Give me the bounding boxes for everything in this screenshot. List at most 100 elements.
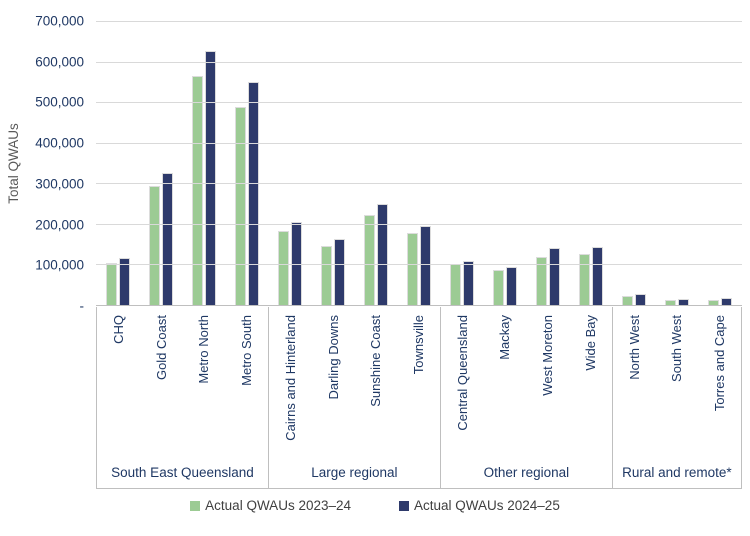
category-column	[182, 21, 225, 305]
bar-series-2	[635, 293, 647, 305]
category-label: Mackay	[497, 315, 513, 360]
category-label-cell: Metro North	[182, 307, 225, 456]
group-label: Other regional	[483, 464, 570, 480]
bar-series-1	[148, 185, 160, 305]
gridline	[96, 183, 742, 185]
category-label-cell: Mackay	[484, 307, 527, 456]
category-label-cell: Metro South	[225, 307, 268, 456]
group-label: Large regional	[311, 464, 398, 480]
bar-series-1	[406, 232, 418, 305]
category-label: Central Queensland	[454, 315, 470, 431]
y-tick-label: 500,000	[35, 94, 84, 110]
category-column	[225, 21, 268, 305]
axis-group: Cairns and Hinterland Darling Downs Sunshi…	[267, 307, 440, 488]
bar-series-1	[622, 296, 634, 305]
category-column	[656, 21, 699, 305]
category-label: Gold Coast	[153, 315, 169, 381]
category-label: CHQ	[110, 315, 126, 344]
category-label-cell: Gold Coast	[140, 307, 183, 456]
category-label-cell: Darling Downs	[312, 307, 355, 456]
category-label: Wide Bay	[582, 315, 598, 371]
gridline	[96, 264, 742, 266]
category-column	[613, 21, 656, 305]
bar-series-1	[320, 245, 332, 305]
bar-series-2	[161, 172, 173, 305]
bar-series-2	[247, 82, 259, 305]
category-label: Sunshine Coast	[368, 315, 384, 407]
category-label-cell: Wide Bay	[569, 307, 612, 456]
legend-item: Actual QWAUs 2024–25	[399, 498, 560, 513]
category-label-cell: North West	[613, 307, 656, 456]
bar-series-2	[118, 258, 130, 305]
category-label-cell: South West	[656, 307, 699, 456]
bar-series-2	[549, 248, 561, 305]
y-tick-label: 600,000	[35, 54, 84, 70]
category-column	[441, 21, 484, 305]
legend-swatch-series-2	[399, 500, 409, 511]
bar-series-1	[493, 270, 505, 305]
bar-series-2	[290, 222, 302, 305]
bar-series-2	[721, 298, 733, 305]
category-label-cell: Townsville	[397, 307, 440, 456]
category-column	[354, 21, 397, 305]
bar-series-1	[191, 75, 203, 305]
bar-series-2	[506, 266, 518, 305]
category-label: Darling Downs	[325, 315, 341, 400]
y-tick-label: 300,000	[35, 176, 84, 192]
category-label: Townsville	[411, 315, 426, 375]
y-tick-label: 200,000	[35, 217, 84, 233]
legend: Actual QWAUs 2023–24 Actual QWAUs 2024–25	[0, 498, 750, 513]
bar-series-2	[419, 226, 431, 305]
plot-group	[441, 21, 613, 305]
bar-series-2	[204, 50, 216, 305]
legend-label: Actual QWAUs 2023–24	[205, 498, 351, 513]
bar-series-2	[463, 260, 475, 305]
category-labels-row: Cairns and Hinterland Darling Downs Sunshi…	[269, 307, 440, 456]
bar-series-1	[708, 300, 720, 305]
gridline	[96, 21, 742, 22]
plot-group	[613, 21, 742, 305]
plot-group	[268, 21, 440, 305]
group-label: Rural and remote*	[622, 464, 732, 480]
axis-group: North West South West Torres and Cape Rural…	[611, 307, 741, 488]
category-labels-row: North West South West Torres and Cape	[613, 307, 741, 456]
category-label: Cairns and Hinterland	[282, 315, 298, 441]
bar-series-1	[536, 256, 548, 305]
plot-area	[96, 21, 742, 306]
group-label: South East Queensland	[111, 464, 254, 480]
y-tick-label: -	[79, 298, 85, 314]
axis-group: Central Queensland Mackay West Moreton Wide…	[439, 307, 612, 488]
y-tick-label: 100,000	[35, 257, 84, 273]
bar-series-1	[363, 215, 375, 305]
x-axis-band: CHQ Gold Coast Metro North Metro South South…	[96, 307, 742, 489]
category-column	[139, 21, 182, 305]
category-column	[570, 21, 613, 305]
bar-series-1	[277, 231, 289, 305]
bar-series-2	[678, 298, 690, 305]
category-column	[311, 21, 354, 305]
category-label: Metro North	[196, 315, 212, 384]
category-label-cell: Sunshine Coast	[354, 307, 397, 456]
gridline	[96, 61, 742, 63]
bar-series-2	[592, 247, 604, 305]
category-label: Metro South	[239, 315, 255, 386]
legend-swatch-series-1	[190, 500, 201, 511]
y-axis: 700,000 600,000 500,000 400,000 300,000 200,0…	[0, 14, 90, 314]
plot-group	[96, 21, 268, 305]
bar-series-2	[333, 238, 345, 305]
category-label-cell: Cairns and Hinterland	[269, 307, 312, 456]
bar-series-1	[665, 299, 677, 305]
bar-series-2	[376, 204, 388, 305]
category-label: Torres and Cape	[712, 315, 728, 412]
category-label: North West	[626, 315, 642, 380]
category-label: West Moreton	[540, 315, 556, 396]
axis-group: CHQ Gold Coast Metro North Metro South South…	[97, 307, 268, 488]
legend-item: Actual QWAUs 2023–24	[190, 498, 351, 513]
category-column	[96, 21, 139, 305]
bar-series-1	[450, 264, 462, 305]
category-label-cell: Central Queensland	[441, 307, 484, 456]
gridline	[96, 223, 742, 225]
category-label-cell: CHQ	[97, 307, 140, 456]
category-label-cell: West Moreton	[526, 307, 569, 456]
